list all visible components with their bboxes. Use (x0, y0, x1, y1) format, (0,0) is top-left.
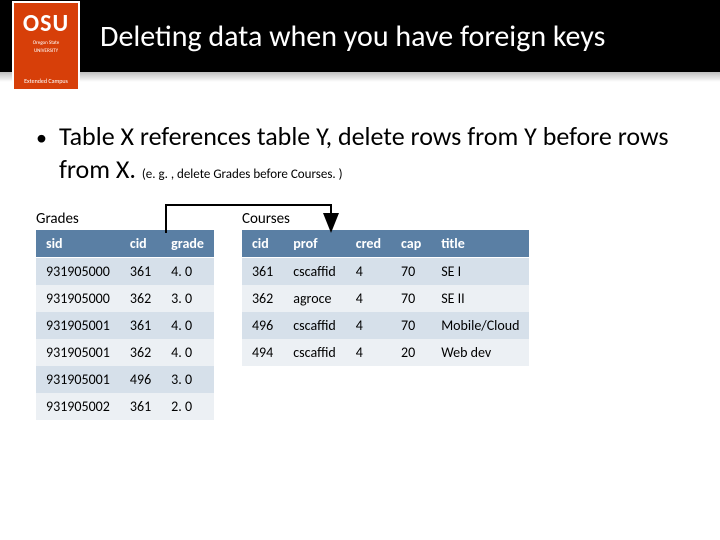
table-cell: 4 (346, 312, 391, 339)
table-cell: 70 (391, 312, 431, 339)
table-cell: cscaffid (283, 339, 346, 366)
tables-container: Grades sidcidgrade 9319050003614. 093190… (36, 209, 684, 420)
column-header: title (431, 230, 529, 258)
content-area: • Table X references table Y, delete row… (0, 82, 720, 420)
table-cell: 362 (242, 285, 283, 312)
table-row: 9319050023612. 0 (36, 393, 214, 420)
table-cell: 494 (242, 339, 283, 366)
table-cell: 20 (391, 339, 431, 366)
bullet-item: • Table X references table Y, delete row… (36, 120, 684, 185)
table-cell: SE II (431, 285, 529, 312)
table-cell: 361 (120, 393, 161, 420)
title-shadow (0, 72, 720, 82)
table-cell: Mobile/Cloud (431, 312, 529, 339)
column-header: cid (242, 230, 283, 258)
courses-table: cidprofcredcaptitle 361cscaffid470SE I36… (242, 230, 530, 366)
bullet-text: Table X references table Y, delete rows … (59, 120, 684, 185)
table-cell: Web dev (431, 339, 529, 366)
courses-table-block: Courses cidprofcredcaptitle 361cscaffid4… (242, 209, 530, 420)
table-row: 9319050003614. 0 (36, 258, 214, 286)
grades-table: sidcidgrade 9319050003614. 0931905000362… (36, 230, 214, 420)
table-cell: 931905001 (36, 366, 120, 393)
column-header: cap (391, 230, 431, 258)
table-cell: 3. 0 (161, 285, 214, 312)
column-header: grade (161, 230, 214, 258)
logo-univ: UNIVERSITY (34, 48, 58, 54)
table-row: 9319050014963. 0 (36, 366, 214, 393)
table-cell: 931905000 (36, 258, 120, 286)
table-cell: SE I (431, 258, 529, 286)
table-row: 361cscaffid470SE I (242, 258, 530, 286)
column-header: cid (120, 230, 161, 258)
table-row: 9319050013624. 0 (36, 339, 214, 366)
logo-ext: Extended Campus (24, 77, 68, 85)
bullet-dot: • (36, 124, 47, 151)
table-row: 496cscaffid470Mobile/Cloud (242, 312, 530, 339)
table-cell: 361 (242, 258, 283, 286)
table-cell: 362 (120, 285, 161, 312)
column-header: prof (283, 230, 346, 258)
title-bar: OSU Oregon State UNIVERSITY Extended Cam… (0, 0, 720, 72)
table-row: 9319050013614. 0 (36, 312, 214, 339)
table-cell: 931905001 (36, 312, 120, 339)
table-cell: 361 (120, 312, 161, 339)
column-header: sid (36, 230, 120, 258)
table-cell: 496 (242, 312, 283, 339)
table-cell: 70 (391, 285, 431, 312)
table-cell: 4. 0 (161, 312, 214, 339)
grades-label: Grades (36, 210, 83, 228)
table-cell: 4. 0 (161, 339, 214, 366)
logo-sub: Oregon State (33, 40, 60, 46)
table-cell: 496 (120, 366, 161, 393)
table-cell: 4 (346, 258, 391, 286)
grades-table-block: Grades sidcidgrade 9319050003614. 093190… (36, 209, 214, 420)
table-row: 9319050003623. 0 (36, 285, 214, 312)
column-header: cred (346, 230, 391, 258)
table-cell: 4 (346, 339, 391, 366)
table-cell: 2. 0 (161, 393, 214, 420)
table-cell: 4 (346, 285, 391, 312)
table-cell: cscaffid (283, 258, 346, 286)
table-cell: 931905000 (36, 285, 120, 312)
bullet-note: (e. g. , delete Grades before Courses. ) (142, 167, 343, 182)
table-cell: 931905001 (36, 339, 120, 366)
table-cell: 4. 0 (161, 258, 214, 286)
slide-title: Deleting data when you have foreign keys (100, 18, 605, 55)
logo-main: OSU (23, 9, 69, 38)
table-cell: 70 (391, 258, 431, 286)
table-row: 362agroce470SE II (242, 285, 530, 312)
table-cell: cscaffid (283, 312, 346, 339)
osu-logo: OSU Oregon State UNIVERSITY Extended Cam… (12, 1, 80, 91)
table-row: 494cscaffid420Web dev (242, 339, 530, 366)
table-cell: 361 (120, 258, 161, 286)
table-cell: 362 (120, 339, 161, 366)
table-cell: agroce (283, 285, 346, 312)
courses-label: Courses (242, 210, 294, 228)
table-cell: 3. 0 (161, 366, 214, 393)
table-cell: 931905002 (36, 393, 120, 420)
